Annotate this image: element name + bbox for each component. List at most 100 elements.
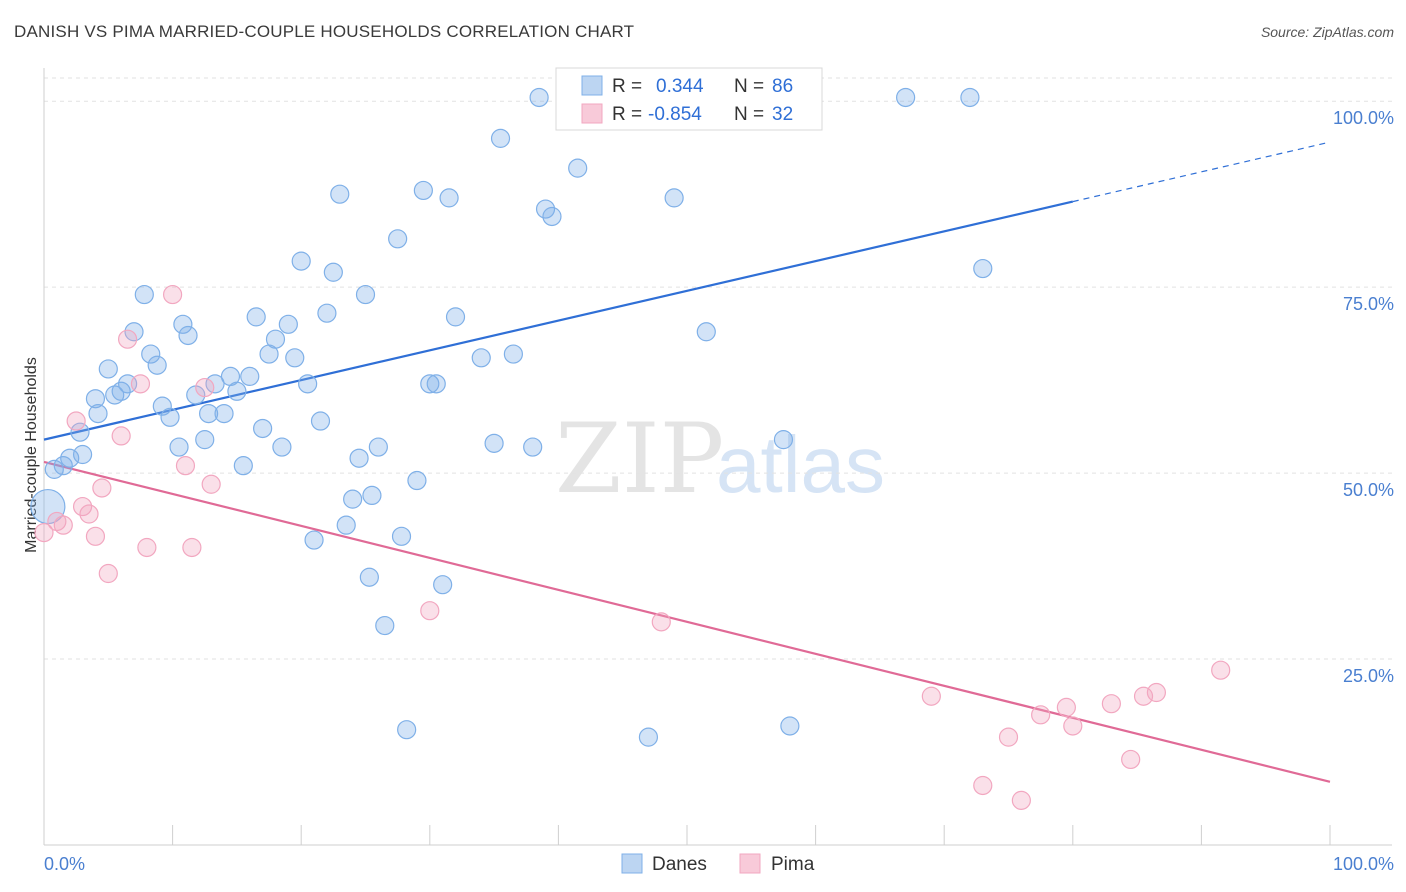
point-danes-59 xyxy=(433,575,453,595)
point-pima-8 xyxy=(98,563,118,584)
point-pima-7 xyxy=(92,478,112,498)
point-danes-10 xyxy=(111,381,131,401)
point-danes-7 xyxy=(88,403,108,424)
point-pima-31 xyxy=(1211,660,1231,680)
point-danes-27 xyxy=(227,381,247,401)
point-danes-57 xyxy=(420,374,440,394)
point-pima-29 xyxy=(1133,686,1154,706)
legend-swatch-pima xyxy=(581,103,603,124)
bottom-legend-swatch-pima xyxy=(739,853,761,874)
point-danes-51 xyxy=(375,615,395,636)
point-danes-47 xyxy=(355,284,376,305)
x-tick-min: 0.0% xyxy=(44,854,85,874)
point-danes-67 xyxy=(529,87,549,108)
point-danes-64 xyxy=(490,128,511,148)
point-danes-19 xyxy=(173,314,193,334)
point-danes-49 xyxy=(362,485,382,506)
point-danes-48 xyxy=(359,567,379,587)
point-danes-77 xyxy=(773,430,794,450)
point-pima-6 xyxy=(85,526,106,546)
y-axis-label: Married-couple Households xyxy=(23,357,40,553)
point-danes-81 xyxy=(973,258,993,279)
point-pima-0 xyxy=(34,522,54,543)
point-danes-34 xyxy=(272,437,292,457)
point-pima-23 xyxy=(1011,790,1031,810)
y-tick-label-75: 75.0% xyxy=(1343,294,1394,314)
point-danes-66 xyxy=(523,437,543,457)
point-danes-44 xyxy=(336,515,356,535)
source-label: Source: ZipAtlas.com xyxy=(1260,24,1394,40)
point-pima-4 xyxy=(72,496,93,517)
point-danes-6 xyxy=(85,389,106,409)
point-danes-20 xyxy=(178,325,198,346)
bottom-legend-danes: Danes xyxy=(652,854,707,875)
point-pima-24 xyxy=(1031,705,1051,725)
legend-n-label-pima: N = xyxy=(734,104,764,125)
point-pima-26 xyxy=(1063,716,1083,736)
point-danes-18 xyxy=(169,437,189,457)
point-danes-52 xyxy=(388,229,408,249)
point-danes-30 xyxy=(246,307,266,327)
point-pima-13 xyxy=(163,284,183,305)
point-danes-4 xyxy=(72,444,93,465)
point-pima-14 xyxy=(175,456,196,476)
point-danes-60 xyxy=(439,188,459,208)
point-pima-2 xyxy=(53,515,73,535)
point-danes-15 xyxy=(147,355,167,375)
point-pima-20 xyxy=(921,686,941,706)
axes xyxy=(43,68,1392,846)
point-danes-50 xyxy=(368,437,388,457)
point-danes-12 xyxy=(124,322,144,342)
point-pima-22 xyxy=(998,727,1019,747)
point-pima-15 xyxy=(182,537,202,558)
point-danes-39 xyxy=(304,530,324,550)
y-tick-label-50: 50.0% xyxy=(1343,480,1394,500)
legend-n-label-danes: N = xyxy=(734,76,764,97)
point-danes-65 xyxy=(503,344,523,364)
y-tick-label-100: 100.0% xyxy=(1333,108,1394,128)
series-legend: Danes Pima xyxy=(621,853,815,875)
point-danes-24 xyxy=(205,374,225,394)
y-tick-labels: 25.0% 50.0% 75.0% 100.0% xyxy=(1333,108,1394,686)
point-danes-79 xyxy=(896,87,916,108)
point-pima-9 xyxy=(111,426,131,446)
y-tick-label-25: 25.0% xyxy=(1343,666,1394,686)
chart-title: DANISH VS PIMA MARRIED-COUPLE HOUSEHOLDS… xyxy=(14,22,635,41)
point-danes-55 xyxy=(407,470,427,491)
point-pima-25 xyxy=(1056,697,1076,717)
x-tick-max: 100.0% xyxy=(1333,854,1394,874)
point-danes-35 xyxy=(278,314,298,334)
point-danes-3 xyxy=(60,448,80,468)
watermark-zip: ZIP xyxy=(555,403,724,515)
point-danes-69 xyxy=(542,206,562,227)
point-danes-14 xyxy=(141,344,161,364)
watermark-atlas: atlas xyxy=(716,420,885,509)
point-danes-56 xyxy=(413,180,433,201)
point-danes-78 xyxy=(780,716,800,736)
bottom-legend-swatch-danes xyxy=(621,853,643,874)
point-danes-5 xyxy=(70,422,90,442)
legend-n-value-danes: 86 xyxy=(772,76,793,97)
legend-r-label-danes: R = xyxy=(612,76,642,97)
point-pima-27 xyxy=(1101,694,1121,714)
trend-lines xyxy=(43,141,1331,783)
point-danes-42 xyxy=(323,262,343,282)
point-danes-8 xyxy=(98,359,118,379)
point-pima-18 xyxy=(420,601,440,621)
point-pima-3 xyxy=(66,411,86,431)
point-danes-68 xyxy=(535,199,556,219)
point-danes-36 xyxy=(285,348,305,368)
point-danes-53 xyxy=(391,526,412,546)
point-danes-25 xyxy=(214,403,234,424)
point-danes-33 xyxy=(265,329,286,349)
point-danes-63 xyxy=(484,433,504,453)
point-danes-80 xyxy=(960,87,980,108)
correlation-legend: R = 0.344 N = 86 R = -0.854 N = 32 xyxy=(555,67,823,131)
point-danes-45 xyxy=(343,489,363,509)
point-danes-28 xyxy=(233,456,253,476)
point-danes-17 xyxy=(160,407,180,427)
point-pima-10 xyxy=(117,329,138,349)
trend-line-danes xyxy=(43,200,1074,441)
bottom-legend-pima: Pima xyxy=(771,854,815,875)
